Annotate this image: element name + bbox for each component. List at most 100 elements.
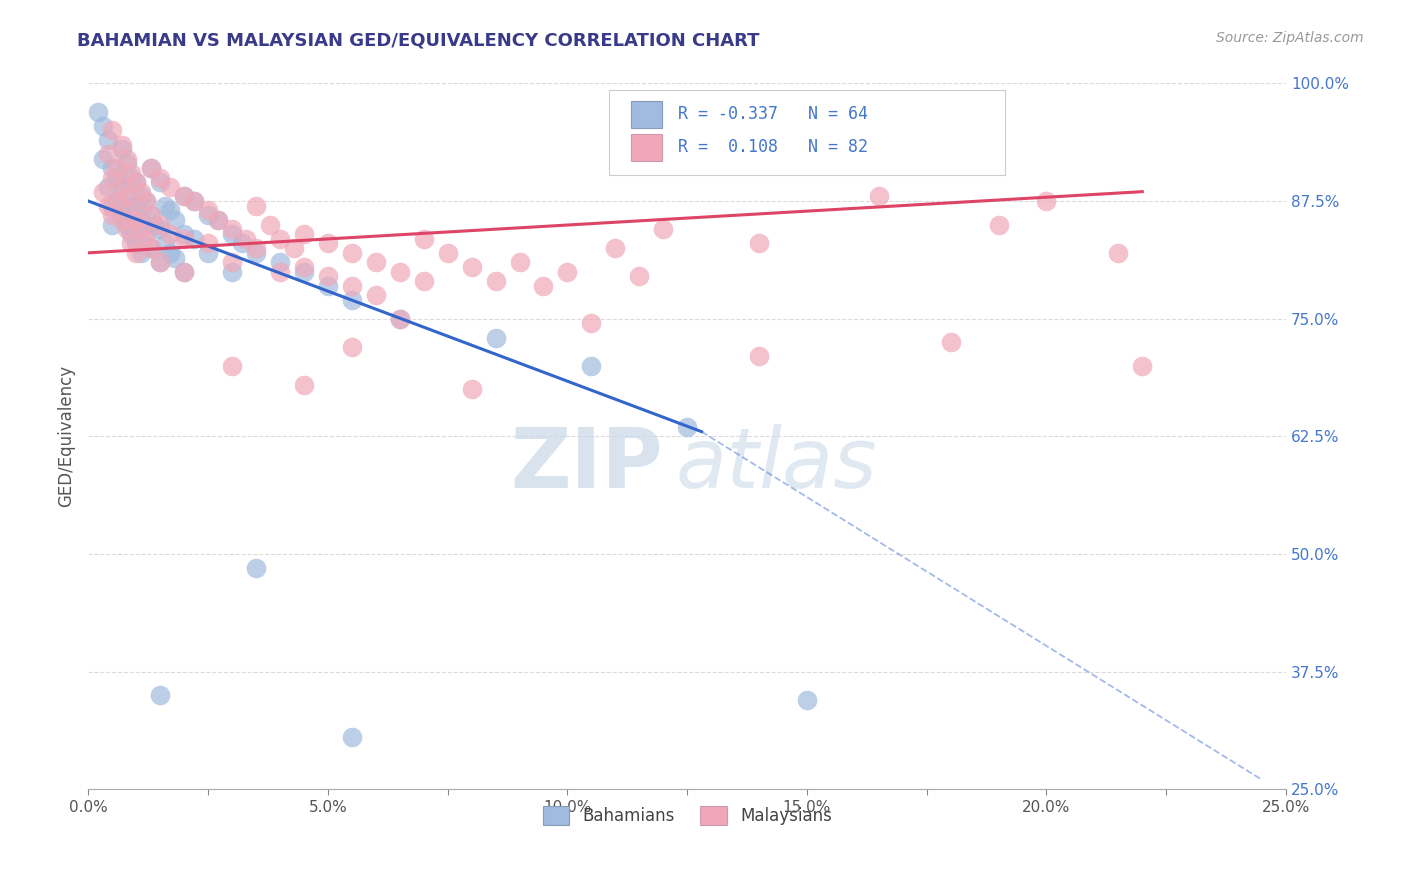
Point (748, 349, 770, 363)
Point (96, 133, 118, 147)
Point (340, 340, 363, 354)
Point (987, 218, 1010, 232)
Point (115, 189, 138, 203)
Point (269, 265, 291, 279)
Point (605, 241, 627, 255)
Point (197, 245, 219, 260)
Point (183, 232, 205, 246)
Point (245, 561, 267, 575)
Point (125, 175, 148, 189)
Point (245, 199, 267, 213)
Point (153, 199, 176, 213)
Text: R =  0.108   N = 82: R = 0.108 N = 82 (678, 138, 868, 156)
Point (149, 218, 172, 232)
Point (87, 104, 110, 119)
Point (125, 203, 148, 218)
Y-axis label: GED/Equivalency: GED/Equivalency (58, 365, 75, 508)
Point (105, 170, 128, 185)
Point (163, 251, 186, 265)
Point (292, 265, 315, 279)
Point (388, 311, 411, 326)
Text: R = -0.337   N = 64: R = -0.337 N = 64 (678, 104, 868, 123)
Point (115, 218, 138, 232)
Point (149, 175, 172, 189)
Point (129, 189, 152, 203)
Point (340, 731, 363, 745)
Point (364, 255, 387, 269)
Point (96, 199, 118, 213)
Point (163, 213, 186, 227)
Point (149, 170, 172, 185)
Point (316, 278, 339, 293)
Point (436, 245, 458, 260)
Point (139, 208, 162, 222)
Point (460, 260, 482, 274)
FancyBboxPatch shape (609, 90, 1004, 175)
Point (245, 245, 267, 260)
Point (652, 222, 675, 236)
Point (149, 255, 172, 269)
Point (121, 227, 143, 241)
Text: atlas: atlas (675, 424, 877, 505)
Point (105, 194, 128, 208)
Point (676, 420, 699, 434)
Point (115, 189, 138, 203)
Point (111, 137, 134, 152)
Point (135, 194, 157, 208)
Point (149, 688, 172, 702)
Point (153, 236, 176, 251)
Point (129, 222, 152, 236)
Point (340, 293, 363, 307)
Point (412, 274, 434, 288)
Point (231, 236, 253, 251)
Point (139, 161, 162, 175)
Point (221, 265, 243, 279)
Point (173, 265, 195, 279)
Point (101, 199, 124, 213)
Point (121, 199, 143, 213)
Point (221, 359, 243, 373)
Point (269, 255, 291, 269)
Point (364, 288, 387, 302)
Point (145, 218, 167, 232)
Point (207, 213, 229, 227)
Point (292, 377, 315, 392)
Point (388, 265, 411, 279)
Point (316, 269, 339, 284)
Point (796, 693, 818, 707)
Point (111, 180, 134, 194)
Point (149, 222, 172, 236)
Text: ZIP: ZIP (510, 424, 664, 505)
Point (235, 232, 257, 246)
Point (125, 213, 148, 227)
Point (292, 227, 315, 241)
Point (135, 227, 157, 241)
Point (939, 335, 962, 350)
Point (221, 255, 243, 269)
Point (259, 218, 281, 232)
Point (340, 278, 363, 293)
Legend: Bahamians, Malaysians: Bahamians, Malaysians (534, 798, 841, 834)
Point (111, 142, 134, 156)
Point (207, 213, 229, 227)
Point (1035, 194, 1057, 208)
Point (159, 203, 181, 218)
Point (101, 170, 124, 185)
Point (197, 236, 219, 251)
Point (129, 185, 152, 199)
Point (139, 161, 162, 175)
Point (628, 269, 651, 284)
Point (173, 189, 195, 203)
Point (91, 185, 114, 199)
Point (197, 208, 219, 222)
Point (340, 245, 363, 260)
Point (101, 123, 124, 137)
Point (283, 241, 305, 255)
Point (748, 236, 770, 251)
Point (115, 152, 138, 166)
Point (129, 245, 152, 260)
Point (121, 170, 143, 185)
Point (221, 227, 243, 241)
Point (111, 208, 134, 222)
Point (96, 180, 118, 194)
